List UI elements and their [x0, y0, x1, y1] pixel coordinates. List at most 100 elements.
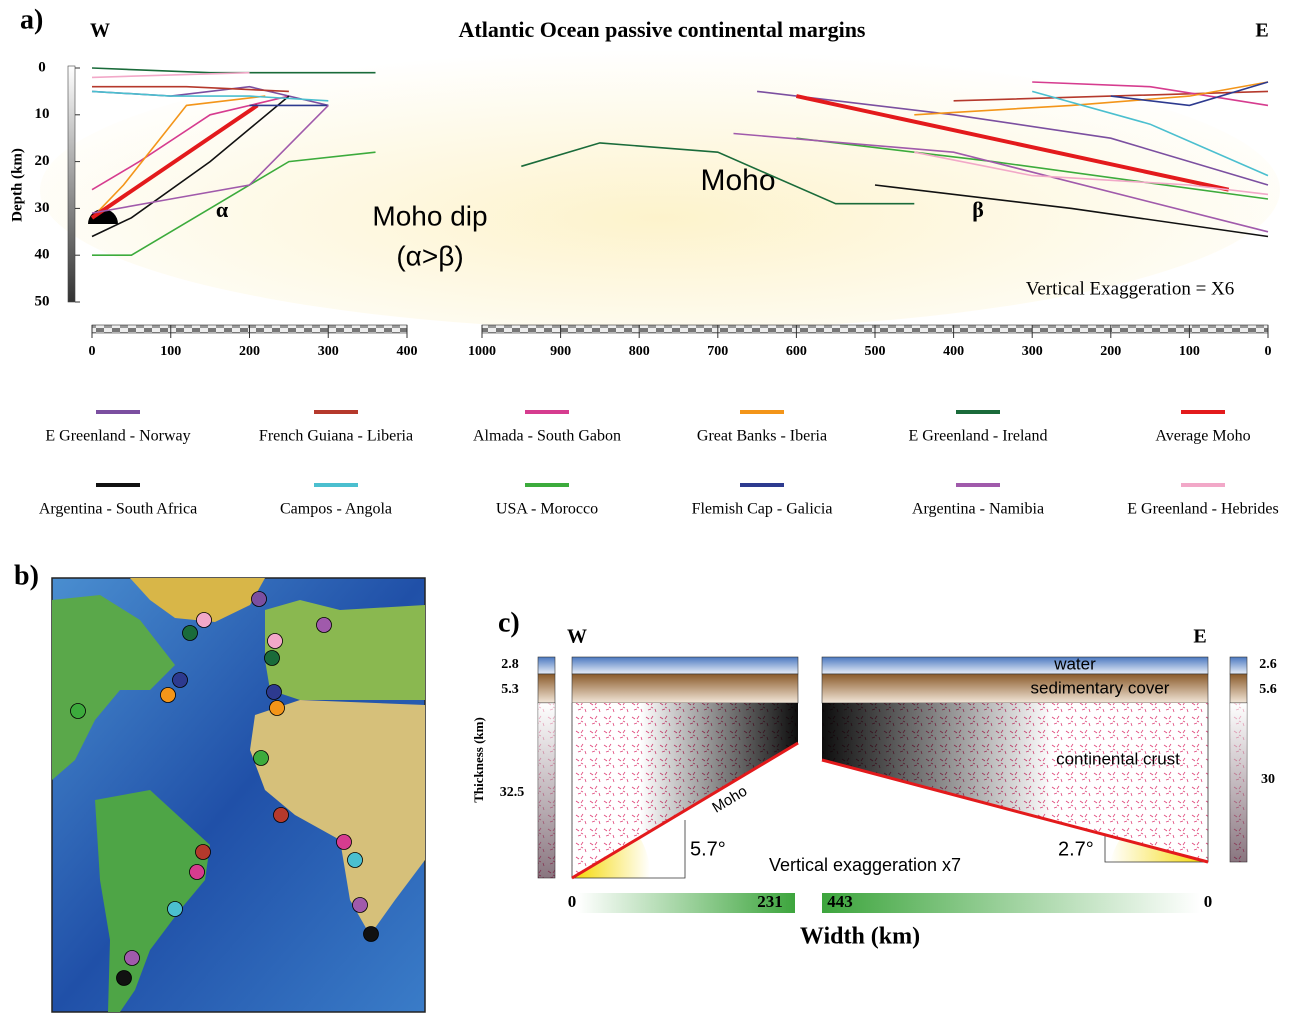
thickness-value: 32.5	[500, 785, 525, 800]
legend-label: Almada - South Gabon	[473, 428, 621, 445]
width-label: Width (km)	[800, 924, 920, 950]
figure: a) W Atlantic Ocean passive continental …	[0, 0, 1305, 1015]
legend-label: E Greenland - Norway	[45, 428, 190, 445]
y-tick-label: 10	[35, 106, 50, 122]
annotation: Moho dip	[372, 200, 487, 231]
profile-line	[92, 68, 376, 73]
margin-dot	[125, 951, 140, 966]
margin-dot	[173, 673, 188, 688]
layer-label: water	[1053, 654, 1096, 673]
annotation: (α>β)	[396, 240, 463, 271]
x-tick-label: 500	[865, 344, 886, 359]
margin-dot	[268, 634, 283, 649]
width-bar	[822, 893, 1200, 913]
x-tick-label: 300	[1022, 344, 1043, 359]
profile-line	[92, 73, 250, 78]
panel-label: c)	[498, 607, 520, 638]
legend-label: Flemish Cap - Galicia	[692, 501, 833, 518]
legend-label: E Greenland - Hebrides	[1127, 501, 1279, 518]
x-tick-label: 0	[1265, 344, 1272, 359]
margin-dot	[183, 626, 198, 641]
margin-dot	[353, 898, 368, 913]
x-tick-label: 700	[707, 344, 728, 359]
layer-label: continental crust	[1056, 749, 1180, 768]
x-tick-label: 900	[550, 344, 571, 359]
x-tick-label: 600	[786, 344, 807, 359]
margin-dot	[190, 865, 205, 880]
legend-label: Average Moho	[1155, 428, 1250, 445]
x-tick-label: 400	[943, 344, 964, 359]
legend-label: Campos - Angola	[280, 501, 392, 518]
thickness-label: Thickness (km)	[471, 717, 486, 803]
legend-label: Argentina - Namibia	[912, 501, 1044, 518]
width-value: 443	[827, 892, 853, 911]
margin-dot	[196, 845, 211, 860]
water-layer	[822, 657, 1208, 674]
margin-dot	[364, 927, 379, 942]
sed-layer	[572, 674, 798, 703]
margin-dot	[348, 853, 363, 868]
y-tick-label: 30	[35, 200, 50, 216]
y-tick-label: 50	[35, 293, 50, 309]
margin-dot	[197, 613, 212, 628]
column-water	[538, 657, 555, 674]
legend-label: USA - Morocco	[496, 501, 598, 518]
map	[52, 578, 425, 1012]
column-shade	[538, 703, 555, 878]
x-tick-label: 100	[1179, 344, 1200, 359]
margin-dot	[252, 592, 267, 607]
legend-label: E Greenland - Ireland	[908, 428, 1047, 445]
column-shade	[1230, 703, 1247, 862]
y-tick-label: 40	[35, 247, 50, 263]
margin-dot	[254, 751, 269, 766]
margin-dot	[270, 701, 285, 716]
margin-dot	[274, 808, 289, 823]
column-sed	[1230, 674, 1247, 703]
x-tick-label: 1000	[468, 344, 496, 359]
thickness-value: 5.3	[501, 682, 519, 697]
annotation: β	[972, 197, 984, 222]
y-axis-label: Depth (km)	[9, 148, 25, 222]
y-tick-label: 20	[35, 153, 50, 169]
margin-dot	[267, 685, 282, 700]
y-axis-bar	[68, 66, 75, 302]
annotation: Moho	[700, 164, 775, 197]
x-tick-label: 800	[629, 344, 650, 359]
east-label: E	[1255, 20, 1268, 42]
panel-label: b)	[14, 560, 39, 591]
margin-dot	[265, 651, 280, 666]
west-label: W	[90, 20, 110, 42]
x-tick-label: 200	[1100, 344, 1121, 359]
chart-title: Atlantic Ocean passive continental margi…	[459, 17, 866, 42]
width-value: 0	[568, 892, 577, 911]
margin-dot	[168, 902, 183, 917]
margin-dot	[317, 618, 332, 633]
x-tick-label: 300	[318, 344, 339, 359]
width-value: 0	[1204, 892, 1213, 911]
thickness-value: 30	[1261, 772, 1275, 787]
margin-dot	[337, 835, 352, 850]
legend-label: French Guiana - Liberia	[259, 428, 413, 445]
annotation: Vertical Exaggeration = X6	[1026, 278, 1235, 299]
angle-label: 5.7°	[690, 838, 726, 860]
margin-dot	[71, 704, 86, 719]
east-label: E	[1193, 626, 1206, 648]
thickness-value: 5.6	[1259, 682, 1277, 697]
europe	[265, 600, 425, 700]
legend-label: Argentina - South Africa	[39, 501, 197, 518]
width-value: 231	[757, 892, 783, 911]
margin-dot	[117, 971, 132, 986]
exaggeration: Vertical exaggeration x7	[769, 855, 961, 875]
west-label: W	[567, 626, 587, 648]
y-tick-label: 0	[38, 59, 46, 75]
water-layer	[572, 657, 798, 674]
x-tick-label: 400	[397, 344, 418, 359]
layer-label: sedimentary cover	[1031, 678, 1170, 697]
x-tick-label: 0	[89, 344, 96, 359]
panel-label: a)	[20, 4, 43, 35]
column-sed	[538, 674, 555, 703]
crust-shade	[822, 703, 1208, 862]
x-tick-label: 100	[160, 344, 181, 359]
margin-dot	[161, 688, 176, 703]
thickness-value: 2.6	[1259, 657, 1277, 672]
